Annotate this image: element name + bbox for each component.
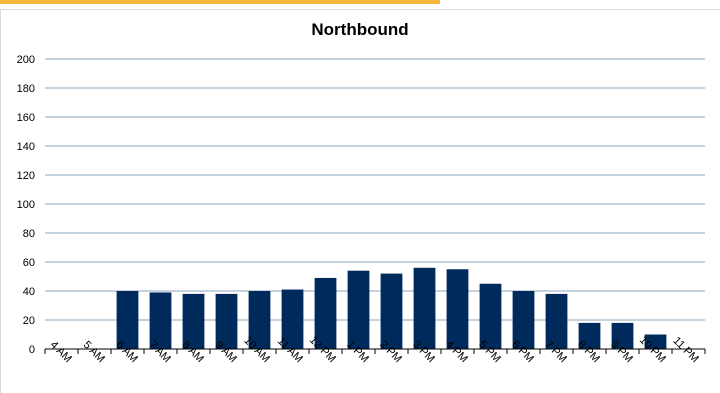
- bar-10-am: [248, 291, 271, 349]
- bar-5-pm: [479, 283, 502, 349]
- y-tick-label: 60: [23, 257, 35, 269]
- y-tick-label: 100: [17, 199, 35, 211]
- bar-8-am: [182, 293, 205, 349]
- bar-9-pm: [611, 322, 634, 349]
- y-tick-label: 140: [17, 141, 35, 153]
- bar-6-am: [116, 291, 139, 349]
- y-tick-label: 160: [17, 112, 35, 124]
- bar-7-am: [149, 292, 172, 349]
- bar-6-pm: [512, 291, 535, 349]
- x-tick-label: 11 PM: [670, 335, 700, 365]
- accent-bar: [0, 0, 440, 4]
- y-tick-label: 120: [17, 170, 35, 182]
- bar-10-pm: [644, 334, 667, 349]
- bar-11-am: [281, 289, 304, 349]
- x-tick-label: 4 AM: [48, 339, 74, 365]
- y-tick-label: 200: [17, 54, 35, 66]
- bar-12-pm: [314, 277, 337, 349]
- x-tick-label: 5 AM: [81, 339, 107, 365]
- y-tick-label: 80: [23, 228, 35, 240]
- bar-4-pm: [446, 269, 469, 349]
- bar-7-pm: [545, 293, 568, 349]
- chart-title: Northbound: [311, 20, 409, 39]
- bar-1-pm: [347, 270, 370, 349]
- y-tick-label: 180: [17, 83, 35, 95]
- bar-3-pm: [413, 267, 436, 349]
- top-divider: [0, 9, 720, 10]
- y-tick-label: 0: [29, 344, 35, 356]
- bar-9-am: [215, 293, 238, 349]
- left-divider: [0, 9, 1, 393]
- y-tick-label: 40: [23, 286, 35, 298]
- y-tick-label: 20: [23, 315, 35, 327]
- bar-2-pm: [380, 273, 403, 349]
- bar-8-pm: [578, 322, 601, 349]
